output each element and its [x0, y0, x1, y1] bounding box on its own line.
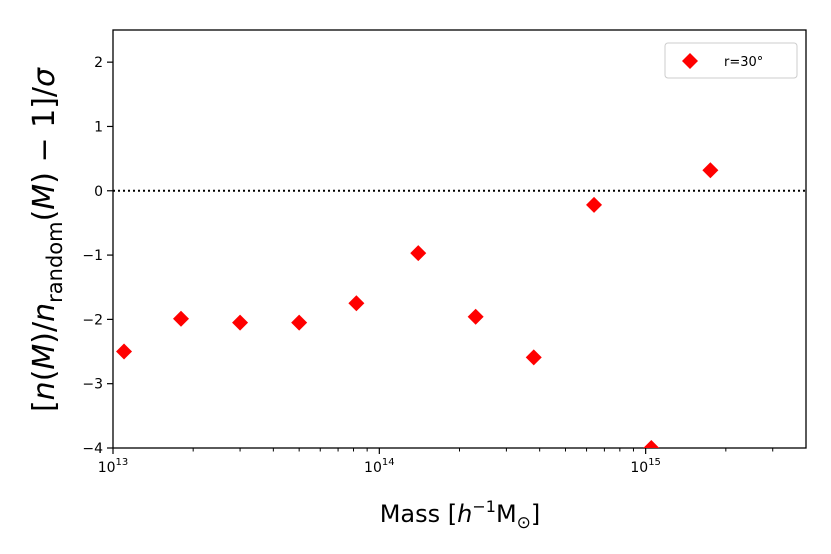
data-point	[172, 310, 189, 327]
y-tick-label: −3	[82, 377, 103, 393]
legend-label: r=30°	[724, 55, 763, 70]
data-point	[348, 295, 365, 312]
legend: r=30°	[664, 42, 798, 79]
y-tick-label: −1	[82, 248, 103, 264]
data-point	[525, 349, 542, 366]
data-point	[291, 314, 308, 331]
y-tick-label: 0	[94, 184, 103, 200]
data-point	[467, 308, 484, 325]
data-point	[702, 162, 719, 179]
plot-area	[112, 29, 807, 449]
data-points-layer	[116, 162, 719, 448]
y-axis: 2 1 0 −1 −2 −3 −4	[82, 55, 113, 457]
y-axis-label: [n(M)/nrandom(M) − 1]/σ	[27, 67, 67, 412]
data-point	[232, 314, 249, 331]
x-axis: 1013 1014 1015	[98, 448, 774, 476]
legend-box	[664, 42, 798, 79]
legend-marker	[682, 53, 698, 69]
data-point	[586, 196, 603, 213]
x-tick-label: 1015	[630, 457, 661, 476]
data-point	[116, 343, 133, 360]
data-point	[643, 440, 660, 448]
x-tick-label: 1013	[98, 457, 129, 476]
y-tick-label: 2	[94, 55, 103, 71]
y-tick-label: −2	[82, 312, 103, 328]
y-tick-label: 1	[94, 119, 103, 135]
x-tick-label: 1014	[364, 457, 395, 476]
data-point	[410, 245, 427, 262]
x-axis-label: Mass [h−1M⊙]	[380, 497, 541, 533]
y-tick-label: −4	[82, 441, 103, 457]
